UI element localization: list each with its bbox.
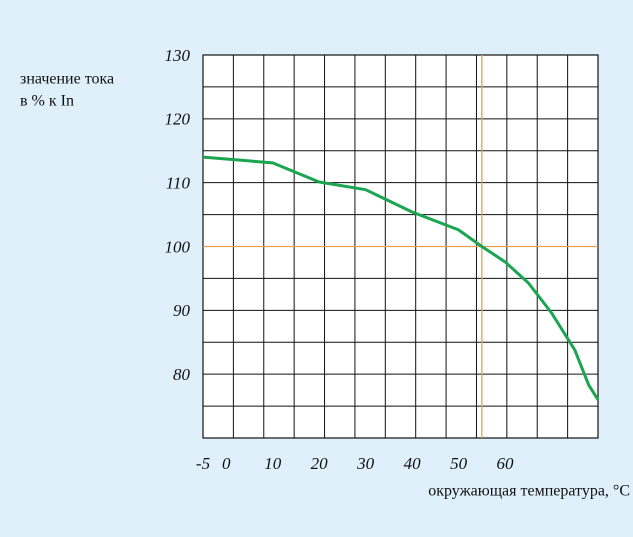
x-tick-label: 10 [264,454,282,473]
y-tick-label: 80 [173,365,191,384]
x-axis-label: окружающая температура, °C [428,483,630,500]
x-tick-label: 20 [311,454,329,473]
curve [202,155,600,401]
x-tick-label: 60 [497,454,515,473]
y-tick-label: 110 [166,174,191,193]
y-tick-label: 100 [165,237,191,256]
y-tick-label: 120 [165,110,191,129]
x-tick-label: 30 [356,454,375,473]
y-axis-label: значение тока [20,71,114,88]
x-tick-label: 40 [404,454,422,473]
x-tick-label: 50 [450,454,468,473]
y-tick-label: 90 [173,301,191,320]
x-tick-label: 0 [222,454,231,473]
y-tick-label: 130 [165,46,191,65]
x-tick-label: -5 [196,454,210,473]
y-axis-label: в % к In [20,93,74,110]
